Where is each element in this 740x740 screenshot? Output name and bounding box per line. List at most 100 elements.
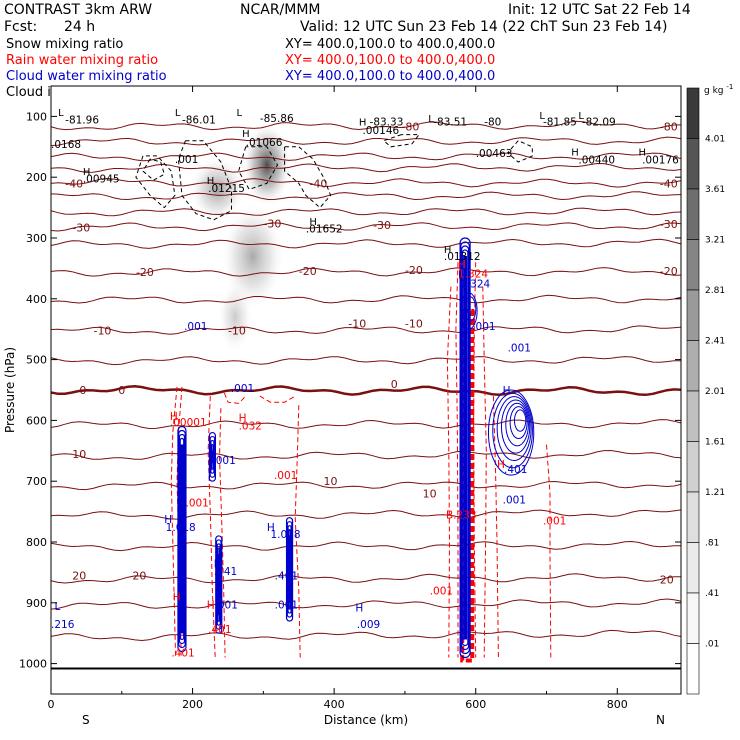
isotherm-line xyxy=(51,449,681,460)
colorbar-swatch xyxy=(686,87,700,139)
ice-label: H xyxy=(309,217,317,228)
y-tick-label: 500 xyxy=(26,354,47,367)
cloud-label: .001 xyxy=(275,600,298,612)
cloud-column-contour xyxy=(459,237,471,659)
ice-contour xyxy=(177,140,232,221)
cloud-column-contour xyxy=(215,535,223,634)
y-tick-label: 900 xyxy=(26,597,47,610)
ice-label: H xyxy=(639,148,647,159)
init-time: Init: 12 UTC Sat 22 Feb 14 xyxy=(508,2,691,18)
cloud-ring-contour xyxy=(509,406,528,440)
colorbar-unit-base: g kg xyxy=(704,86,724,96)
y-tick-label: 800 xyxy=(26,536,47,549)
isotherm-line xyxy=(51,120,681,131)
isotherm-line xyxy=(51,162,681,173)
ice-label: -83.51 xyxy=(433,116,467,128)
fcst-label: Fcst: xyxy=(4,19,37,35)
cloud-column-contour xyxy=(285,517,294,622)
rain-label: B.233 xyxy=(446,510,477,522)
colorbar-label: 2.41 xyxy=(705,337,725,347)
isotherm-label: 20 xyxy=(660,574,674,587)
isotherm-line xyxy=(51,573,681,584)
rain-label: H xyxy=(239,412,247,424)
ice-label: -82.09 xyxy=(582,116,616,128)
isotherm-line xyxy=(51,238,681,249)
rain-label: H xyxy=(173,592,181,604)
ice-label: L xyxy=(578,111,584,122)
cloud-column-core xyxy=(287,535,292,604)
colorbar-swatch xyxy=(686,441,700,493)
rain-label: .032 xyxy=(239,420,262,432)
colorbar-label: 3.21 xyxy=(705,236,725,246)
cloud-label: .001 xyxy=(472,321,495,333)
ice-label: .00463 xyxy=(476,148,513,160)
y-tick-label: 600 xyxy=(26,414,47,427)
isotherm-label: -20 xyxy=(660,265,678,278)
cloud-label: L xyxy=(55,601,61,613)
legend-entry-name: Snow mixing ratio xyxy=(6,37,123,52)
cloud-label: H xyxy=(267,522,275,534)
legend-entry-xy: XY= 400.0,100.0 to 400.0,400.0 xyxy=(285,53,495,68)
rain-contour xyxy=(170,386,178,658)
cloud-column-contour xyxy=(461,245,470,651)
colorbar-swatch xyxy=(686,289,700,341)
ice-label: -80 xyxy=(484,116,501,128)
isotherm-label: -80 xyxy=(401,121,419,134)
ice-label: -83.33 xyxy=(370,116,404,128)
rain-label: H xyxy=(207,600,215,612)
isotherm-line xyxy=(51,356,681,366)
x-tick-label: 200 xyxy=(182,698,203,711)
snow-blob xyxy=(217,280,253,354)
cloud-column-contour xyxy=(461,249,469,647)
ice-label: .01652 xyxy=(306,223,343,235)
isotherm-label: -10 xyxy=(93,324,111,337)
colorbar-label: 4.01 xyxy=(705,135,725,145)
cloud-label: .001 xyxy=(508,342,531,354)
cloud-label: H xyxy=(355,603,363,615)
isotherm-line xyxy=(51,177,681,188)
isotherm-line xyxy=(51,191,681,201)
rain-contour xyxy=(482,286,487,658)
ice-contour xyxy=(284,146,332,209)
rain-label: .001 xyxy=(430,586,453,598)
cloud-ring-contour xyxy=(505,402,529,447)
cloud-label: H xyxy=(503,385,511,397)
isotherm-line xyxy=(51,136,681,146)
ice-contour xyxy=(238,146,279,191)
isotherm-line xyxy=(51,294,681,304)
isotherm-label: 20 xyxy=(72,569,86,582)
cloud-ring-contour xyxy=(513,409,527,432)
cloud-ice-contours xyxy=(135,134,533,221)
y-tick-label: 200 xyxy=(26,171,47,184)
isotherm-label: -40 xyxy=(660,177,678,190)
rain-contour xyxy=(294,405,301,658)
cloud-column-core xyxy=(463,256,468,640)
ice-label: .00176 xyxy=(642,155,679,167)
isotherm-label: 10 xyxy=(324,475,338,488)
x-tick-label: 800 xyxy=(607,698,628,711)
ice-label: -86.01 xyxy=(182,114,216,126)
cloud-ring-contour xyxy=(487,389,535,476)
rain-label: .001 xyxy=(543,516,566,528)
isotherm-line xyxy=(51,598,681,610)
x-axis-label: Distance (km) xyxy=(324,713,408,727)
ice-label: H xyxy=(83,167,91,178)
snow-blob xyxy=(242,122,292,208)
cloud-column-contour xyxy=(208,431,216,482)
colorbar-swatch xyxy=(686,592,700,644)
cloud-label: .741 xyxy=(214,566,237,578)
x-axis: 0 200 400 600 800 xyxy=(48,86,628,711)
colorbar-swatch xyxy=(686,188,700,240)
isotherm-label: -30 xyxy=(373,219,391,232)
rain-label: .001 xyxy=(274,470,297,482)
cloud-label: .001 xyxy=(212,455,235,467)
model-title: CONTRAST 3km ARW xyxy=(4,2,152,18)
legend-entry-name: Cloud water mixing ratio xyxy=(6,69,167,84)
ice-label: .001 xyxy=(175,154,198,166)
fcst-value: 24 h xyxy=(64,19,95,35)
ice-label: L xyxy=(175,108,181,119)
colorbar-unit-exponent: -1 xyxy=(726,83,733,91)
x-tick-label: 0 xyxy=(48,698,55,711)
colorbar: 4.01 3.61 3.21 2.81 2.41 2.01 1.61 1.21 .81 .41 .0… xyxy=(686,87,725,695)
